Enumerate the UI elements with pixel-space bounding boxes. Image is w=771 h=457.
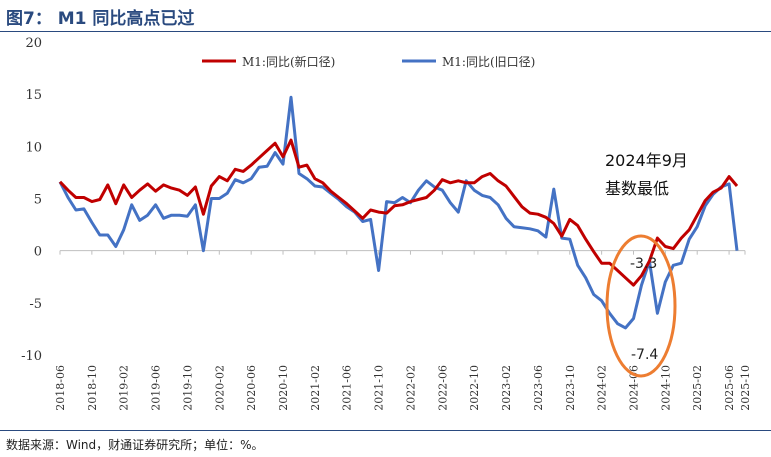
x-tick-label: 2020-06	[245, 365, 258, 411]
footer-divider	[0, 430, 771, 431]
m1-yoy-line-chart: -10 -5 0 5 10 15 20 2018-06 2018-10 2019-02 2019-…	[21, 36, 752, 411]
y-tick-label: 15	[25, 88, 42, 103]
y-tick-label: -5	[29, 297, 42, 312]
x-tick-label: 2023-02	[500, 365, 513, 411]
y-tick-label: -10	[21, 349, 42, 364]
x-tick-label: 2024-02	[596, 365, 609, 411]
y-tick-label: 10	[25, 140, 42, 155]
x-tick-label: 2020-02	[213, 365, 226, 411]
figure-title: 图7： M1 同比高点已过	[6, 9, 195, 29]
x-tick-label: 2021-06	[341, 365, 354, 411]
annotation-note-line1: 2024年9月	[605, 151, 688, 170]
source-note: 数据来源：Wind，财通证券研究所；单位：%。	[6, 438, 264, 452]
series-line-new	[58, 138, 739, 287]
y-tick-label: 0	[34, 245, 42, 260]
x-axis: 2018-06 2018-10 2019-02 2019-06 2019-10 2020-…	[54, 250, 752, 411]
highlight-ellipse	[605, 234, 677, 378]
series-lines	[58, 95, 739, 330]
x-tick-label: 2022-02	[404, 365, 417, 411]
legend-label-old: M1:同比(旧口径)	[442, 55, 535, 69]
y-tick-label: 5	[34, 193, 42, 208]
legend: M1:同比(新口径) M1:同比(旧口径)	[202, 54, 535, 69]
legend-label-new: M1:同比(新口径)	[242, 54, 335, 69]
x-tick-label: 2018-06	[54, 365, 67, 411]
y-tick-label: 20	[25, 36, 42, 51]
x-tick-label: 2025-10	[739, 365, 752, 411]
x-tick-label: 2023-06	[532, 365, 545, 411]
x-tick-label: 2019-06	[150, 365, 163, 411]
x-tick-label: 2018-10	[86, 365, 99, 411]
x-tick-label: 2025-06	[723, 365, 736, 411]
x-tick-label: 2020-10	[277, 365, 290, 411]
x-tick-label: 2019-02	[118, 365, 131, 411]
annotations: 2024年9月 基数最低 -3.3 -7.4	[605, 151, 688, 378]
x-tick-label: 2019-10	[181, 365, 194, 411]
x-tick-label: 2024-10	[659, 365, 672, 411]
series-line-old	[58, 95, 739, 330]
x-tick-label: 2021-10	[373, 365, 386, 411]
title-divider	[0, 31, 771, 32]
x-tick-label: 2025-02	[691, 365, 704, 411]
x-tick-label: 2021-02	[309, 365, 322, 411]
annotation-note-line2: 基数最低	[605, 179, 669, 198]
y-axis: -10 -5 0 5 10 15 20	[21, 36, 42, 364]
x-tick-label: 2023-10	[564, 365, 577, 411]
x-tick-label: 2022-06	[436, 365, 449, 411]
x-tick-label: 2022-10	[468, 365, 481, 411]
data-label-old-min: -7.4	[631, 347, 658, 363]
data-label-new-min: -3.3	[630, 256, 657, 272]
